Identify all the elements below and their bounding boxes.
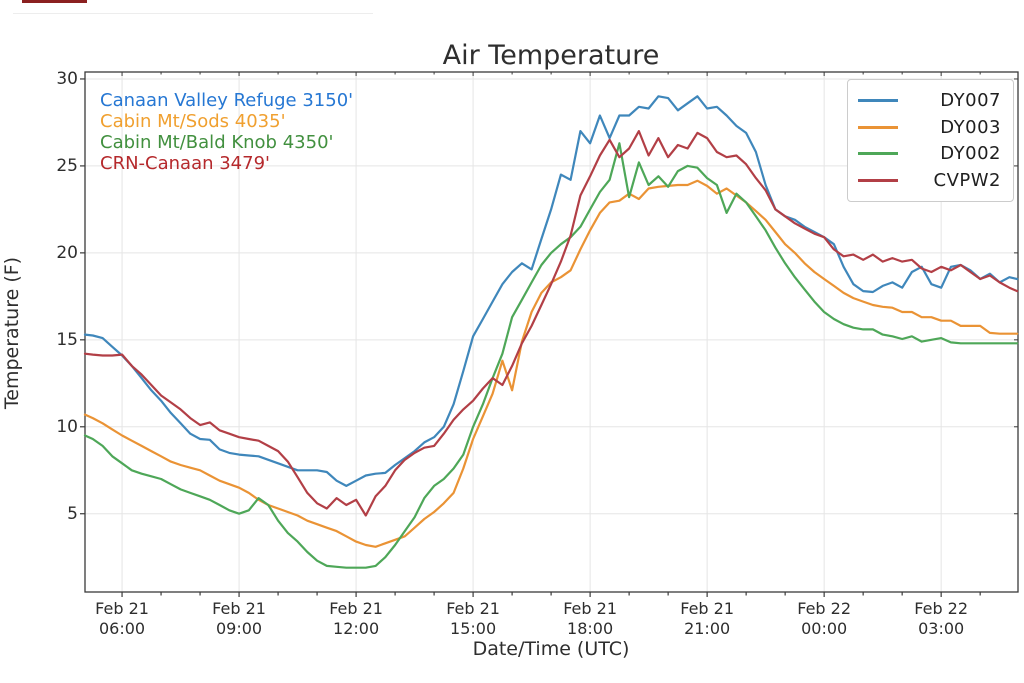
x-tick-label: Feb 21 21:00 <box>680 599 735 638</box>
x-tick-label: Feb 22 03:00 <box>914 599 969 638</box>
y-tick-label: 15 <box>56 329 78 350</box>
legend-label: DY007 <box>940 89 1001 111</box>
station-annotation: CRN-Canaan 3479' <box>100 153 270 174</box>
legend-item-CVPW2: CVPW2 <box>858 168 1001 194</box>
y-tick-label: 30 <box>56 68 78 89</box>
x-tick-label: Feb 21 15:00 <box>446 599 500 638</box>
legend-swatch <box>858 152 898 156</box>
x-axis-label: Date/Time (UTC) <box>472 638 630 660</box>
legend: DY007 DY003 DY002 CVPW2 <box>847 79 1014 202</box>
x-tick-label: Feb 22 00:00 <box>797 599 852 638</box>
legend-item-DY002: DY002 <box>858 141 1001 167</box>
x-tick-label: Feb 21 06:00 <box>95 599 149 638</box>
x-tick-label: Feb 21 18:00 <box>563 599 617 638</box>
station-annotation: Cabin Mt/Sods 4035' <box>100 111 286 132</box>
series-line-DY002 <box>83 142 1019 569</box>
top-left-red-bar <box>22 0 87 3</box>
series-line-CVPW2 <box>83 130 1019 517</box>
legend-item-DY003: DY003 <box>858 114 1001 140</box>
y-tick-label: 5 <box>67 503 78 524</box>
series-line-DY007 <box>83 95 1019 487</box>
y-tick-label: 20 <box>56 242 78 263</box>
legend-label: DY003 <box>940 116 1001 138</box>
y-tick-label: 25 <box>56 155 78 176</box>
legend-swatch <box>858 179 898 183</box>
series-line-DY003 <box>83 179 1019 548</box>
legend-label: DY002 <box>940 143 1001 165</box>
legend-item-DY007: DY007 <box>858 87 1001 113</box>
annotation-list: Canaan Valley Refuge 3150' Cabin Mt/Sods … <box>100 90 353 174</box>
x-tick-label: Feb 21 09:00 <box>212 599 266 638</box>
legend-swatch <box>858 125 898 129</box>
legend-label: CVPW2 <box>933 170 1001 192</box>
x-tick-label: Feb 21 12:00 <box>329 599 383 638</box>
top-hairline <box>13 13 373 14</box>
station-annotation: Cabin Mt/Bald Knob 4350' <box>100 132 334 153</box>
legend-swatch <box>858 98 898 102</box>
y-tick-label: 10 <box>56 416 78 437</box>
chart-title: Air Temperature <box>442 40 660 71</box>
station-annotation: Canaan Valley Refuge 3150' <box>100 90 354 111</box>
